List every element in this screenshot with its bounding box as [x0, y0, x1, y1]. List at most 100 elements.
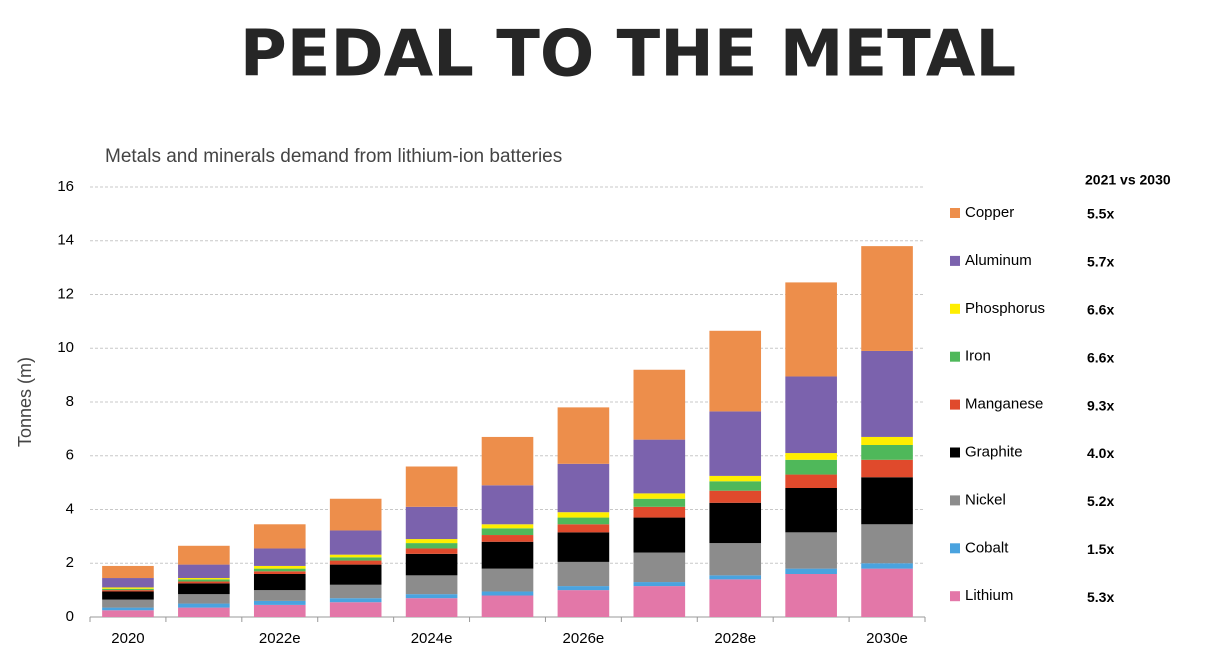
legend-label: Copper: [965, 204, 1014, 221]
legend-swatch: [950, 303, 960, 314]
ratio-label: 1.5x: [1087, 541, 1114, 557]
bar-segment: [329, 584, 382, 599]
bar-segment: [861, 524, 913, 564]
bar-segment: [785, 532, 837, 569]
bar-segment: [102, 578, 154, 588]
bar-segment: [557, 407, 610, 464]
y-tick-label: 16: [57, 178, 74, 195]
ratio-label: 5.7x: [1087, 254, 1114, 270]
bar-segment: [329, 598, 382, 603]
bar-segment: [481, 568, 534, 592]
bar-segment: [633, 369, 686, 440]
ratio-label: 5.2x: [1087, 493, 1114, 509]
bar-segment: [785, 376, 837, 454]
bar-segment: [709, 543, 762, 576]
bar-segment: [785, 574, 837, 617]
bar-segment: [329, 554, 382, 558]
bar-segment: [633, 506, 686, 518]
bar-segment: [253, 565, 306, 569]
ratio-label: 5.5x: [1087, 206, 1114, 222]
bar-segment: [709, 490, 762, 503]
legend-label: Lithium: [965, 587, 1013, 604]
x-tick-label: 2028e: [714, 630, 756, 647]
bar-segment: [481, 485, 534, 525]
x-tick-label: 2030e: [866, 630, 908, 647]
bar-segment: [557, 463, 610, 513]
y-axis-label: Tonnes (m): [15, 357, 35, 447]
bar-segment: [785, 568, 837, 574]
legend-swatch: [950, 208, 960, 218]
bar-segment: [253, 590, 306, 601]
bar-segment: [481, 528, 534, 536]
bar-segment: [329, 557, 382, 561]
bar-segment: [178, 545, 230, 565]
legend-label: Iron: [965, 348, 991, 365]
bar-segment: [481, 524, 534, 529]
ratio-title: 2021 vs 2030: [1085, 172, 1171, 188]
bar-segment: [557, 561, 610, 587]
bar-segment: [709, 579, 762, 617]
ratio-label: 4.0x: [1087, 445, 1114, 461]
bar-segment: [861, 568, 913, 617]
ratio-label: 9.3x: [1087, 397, 1114, 413]
bar-segment: [329, 560, 382, 565]
bar-segment: [405, 506, 458, 540]
bar-segment: [633, 552, 686, 583]
bar-segment: [709, 575, 762, 580]
bar-segment: [785, 282, 837, 377]
legend-swatch: [950, 591, 960, 602]
bar-segment: [481, 595, 534, 617]
bar-segment: [861, 459, 913, 478]
bar-segment: [785, 488, 837, 533]
bar-segment: [178, 581, 230, 584]
x-tick-label: 2026e: [563, 630, 605, 647]
bar-segment: [861, 350, 913, 437]
y-tick-label: 10: [57, 339, 74, 356]
y-tick-label: 8: [66, 393, 74, 410]
legend-swatch: [950, 543, 960, 554]
bar-segment: [253, 600, 306, 605]
bar-segment: [557, 524, 610, 533]
bar-segment: [633, 493, 686, 499]
legend-swatch: [950, 495, 960, 506]
x-tick-label: 2022e: [259, 630, 301, 647]
ratio-label: 5.3x: [1087, 589, 1114, 605]
legend-swatch: [950, 351, 960, 362]
bar-segment: [709, 330, 762, 412]
bar-segment: [178, 564, 230, 579]
bar-segment: [329, 530, 382, 555]
y-tick-label: 4: [66, 500, 74, 517]
bar-segment: [102, 590, 154, 592]
bar-segment: [709, 411, 762, 476]
legend-label: Manganese: [965, 396, 1043, 413]
bar-segment: [253, 524, 306, 549]
bar-segment: [178, 594, 230, 604]
bar-segment: [709, 481, 762, 491]
legend-swatch: [950, 447, 960, 458]
bar-segment: [861, 436, 913, 445]
bar-segment: [557, 590, 610, 617]
bar-segment: [178, 603, 230, 608]
bar-segment: [405, 548, 458, 554]
bar-segment: [178, 579, 230, 582]
y-tick-label: 6: [66, 447, 74, 464]
bar-segment: [861, 477, 913, 525]
legend-label: Graphite: [965, 443, 1023, 460]
legend-swatch: [950, 255, 960, 266]
bar-segment: [405, 543, 458, 549]
bar-segment: [102, 565, 154, 579]
bar-segment: [178, 607, 230, 617]
bar-segment: [557, 532, 610, 562]
ratio-label: 6.6x: [1087, 302, 1114, 318]
bar-segment: [633, 439, 686, 494]
bar-segment: [329, 564, 382, 585]
bar-segment: [102, 587, 154, 589]
bar-segment: [253, 571, 306, 574]
bar-segment: [253, 568, 306, 572]
bar-segment: [102, 610, 154, 617]
bar-segment: [329, 602, 382, 617]
legend-label: Nickel: [965, 491, 1006, 508]
bar-segment: [861, 445, 913, 460]
bar-segment: [785, 453, 837, 460]
